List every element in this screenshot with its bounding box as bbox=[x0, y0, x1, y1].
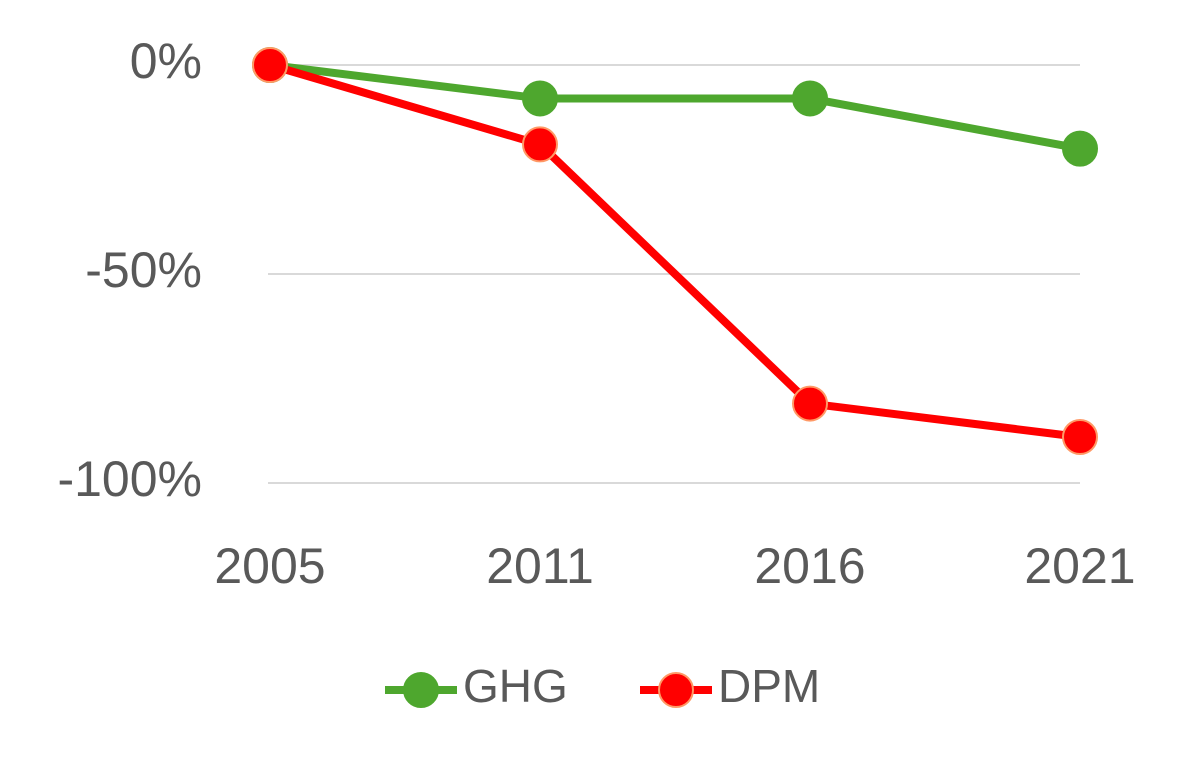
marker bbox=[1062, 130, 1098, 167]
legend-marker bbox=[403, 672, 439, 708]
x-tick-label: 2016 bbox=[754, 538, 865, 594]
marker bbox=[522, 80, 558, 117]
x-tick-label: 2021 bbox=[1024, 538, 1135, 594]
marker bbox=[792, 385, 828, 422]
y-tick-label: 0% bbox=[130, 33, 202, 89]
x-tick-label: 2011 bbox=[486, 538, 594, 594]
y-tick-label: -50% bbox=[85, 242, 202, 298]
legend-marker bbox=[658, 672, 694, 708]
x-tick-label: 2005 bbox=[214, 538, 325, 594]
y-tick-label: -100% bbox=[57, 451, 202, 507]
marker bbox=[522, 126, 558, 163]
marker bbox=[252, 47, 288, 83]
marker bbox=[792, 80, 828, 117]
series-line bbox=[268, 61, 1081, 441]
legend-label: DPM bbox=[718, 660, 820, 712]
marker bbox=[1062, 419, 1098, 456]
series-line bbox=[269, 61, 1081, 153]
legend-label: GHG bbox=[463, 660, 568, 712]
